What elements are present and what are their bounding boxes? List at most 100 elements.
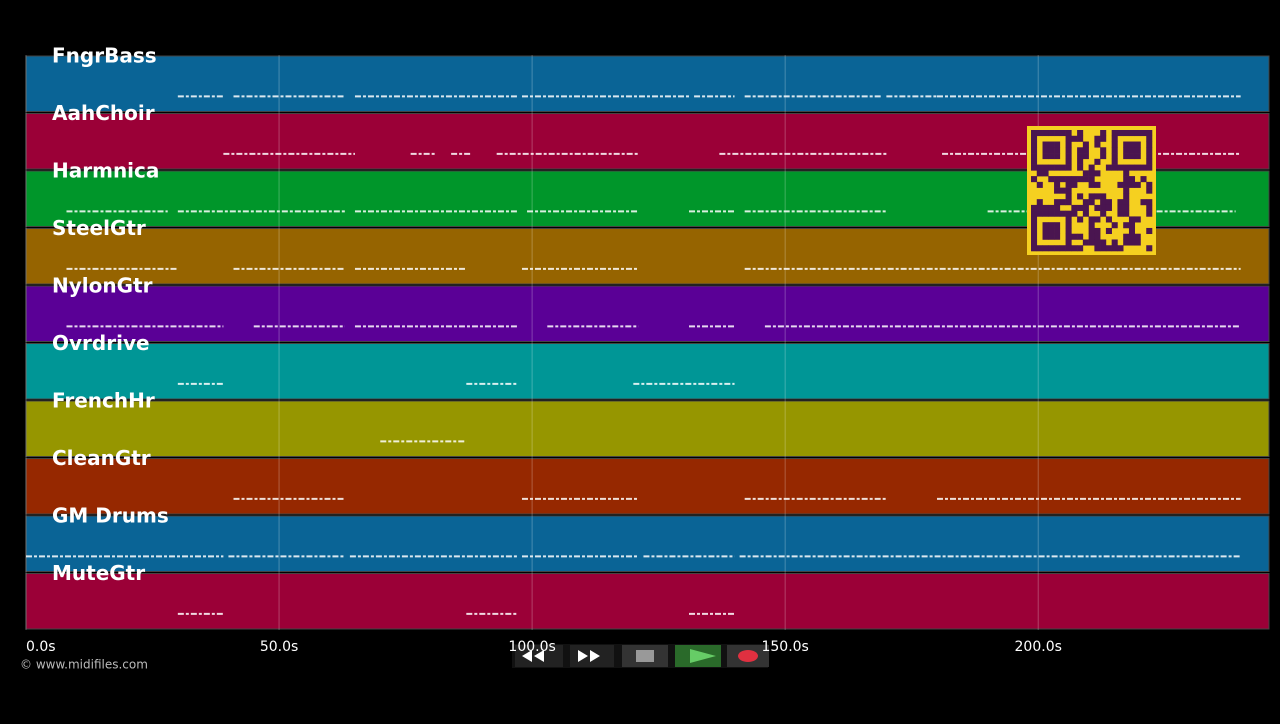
qr-cell	[1048, 147, 1055, 154]
qr-cell	[1123, 222, 1130, 229]
qr-cell	[1048, 130, 1055, 137]
qr-cell	[1042, 153, 1049, 160]
qr-cell	[1128, 130, 1136, 137]
qr-cell	[1065, 227, 1072, 235]
qr-cell	[1117, 204, 1124, 211]
qr-cell	[1082, 170, 1089, 177]
qr-cell	[1042, 130, 1049, 137]
track-name: FngrBass	[52, 44, 157, 68]
qr-cell	[1082, 199, 1089, 206]
qr-cell	[1146, 147, 1153, 154]
qr-cell	[1048, 204, 1055, 211]
qr-cell	[1065, 233, 1072, 240]
qr-cell	[1054, 222, 1061, 229]
qr-cell	[1105, 216, 1112, 223]
qr-cell	[1077, 130, 1084, 137]
qr-cell	[1128, 216, 1136, 223]
track-name: CleanGtr	[52, 446, 151, 470]
qr-cell	[1105, 245, 1112, 252]
qr-cell	[1054, 227, 1061, 235]
qr-cell	[1146, 158, 1153, 165]
qr-cell	[1031, 141, 1038, 148]
qr-cell	[1054, 141, 1061, 148]
qr-cell	[1065, 130, 1072, 137]
qr-cell	[1123, 147, 1130, 154]
qr-cell	[1082, 153, 1089, 160]
qr-cell	[1134, 141, 1141, 148]
qr-cell	[1042, 227, 1049, 235]
record-button[interactable]	[727, 645, 769, 667]
qr-cell	[1128, 164, 1136, 171]
track-band	[25, 285, 1270, 342]
qr-cell	[1123, 239, 1130, 246]
qr-cell	[1031, 153, 1038, 160]
qr-cell	[1088, 181, 1095, 188]
qr-cell	[1134, 130, 1141, 137]
qr-cell	[1036, 130, 1043, 137]
qr-cell	[1123, 199, 1130, 206]
play-button[interactable]	[675, 645, 721, 667]
qr-cell	[1071, 176, 1078, 183]
qr-cell	[1094, 216, 1101, 223]
track-band	[25, 343, 1270, 400]
qr-cell	[1094, 141, 1101, 148]
qr-cell	[1117, 210, 1124, 217]
qr-cell	[1123, 164, 1130, 171]
track-band	[25, 573, 1270, 630]
qr-cell	[1065, 193, 1072, 200]
qr-cell	[1065, 187, 1072, 194]
qr-cell	[1082, 147, 1089, 154]
qr-cell	[1140, 130, 1147, 137]
qr-cell	[1134, 181, 1141, 188]
qr-cell	[1146, 130, 1153, 137]
qr-cell	[1094, 135, 1101, 142]
qr-cell	[1111, 135, 1118, 142]
qr-cell	[1077, 164, 1084, 171]
qr-cell	[1117, 199, 1124, 206]
qr-cell	[1036, 204, 1043, 211]
qr-cell	[1123, 204, 1130, 211]
qr-cell	[1117, 245, 1124, 252]
qr-cell	[1042, 233, 1049, 240]
track-name: MuteGtr	[52, 561, 145, 585]
qr-cell	[1065, 199, 1072, 206]
qr-cell	[1111, 153, 1118, 160]
qr-cell	[1059, 245, 1066, 252]
qr-cell	[1088, 227, 1095, 235]
footer: © www.midifiles.com	[20, 658, 148, 672]
qr-cell	[1123, 176, 1130, 183]
qr-cell	[1048, 176, 1055, 183]
tick-label: 100.0s	[508, 639, 555, 655]
qr-cell	[1059, 130, 1066, 137]
qr-cell	[1065, 216, 1072, 223]
track-name: Ovrdrive	[52, 331, 150, 355]
rewind-button[interactable]	[515, 645, 563, 667]
qr-cell	[1134, 233, 1141, 240]
track-name: NylonGtr	[52, 274, 153, 298]
qr-cell	[1065, 222, 1072, 229]
qr-cell	[1094, 239, 1101, 246]
qr-cell	[1048, 164, 1055, 171]
qr-cell	[1065, 210, 1072, 217]
track-name: GM Drums	[52, 504, 169, 528]
qr-cell	[1036, 170, 1043, 177]
qr-cell	[1146, 204, 1153, 211]
qr-cell	[1088, 222, 1095, 229]
qr-cell	[1054, 187, 1061, 194]
qr-cell	[1082, 176, 1089, 183]
stop-button[interactable]	[622, 645, 668, 667]
qr-cell	[1088, 233, 1095, 240]
qr-cell	[1042, 164, 1049, 171]
fast-forward-button[interactable]	[570, 645, 614, 667]
qr-cell	[1140, 199, 1147, 206]
qr-cell	[1054, 210, 1061, 217]
qr-cell	[1077, 158, 1084, 165]
qr-cell	[1128, 233, 1136, 240]
transport-controls	[512, 644, 769, 668]
qr-cell	[1111, 147, 1118, 154]
qr-cell	[1042, 210, 1049, 217]
qr-cell	[1123, 187, 1130, 194]
qr-cell	[1094, 193, 1101, 200]
qr-cell	[1071, 135, 1078, 142]
qr-cell	[1146, 164, 1153, 171]
